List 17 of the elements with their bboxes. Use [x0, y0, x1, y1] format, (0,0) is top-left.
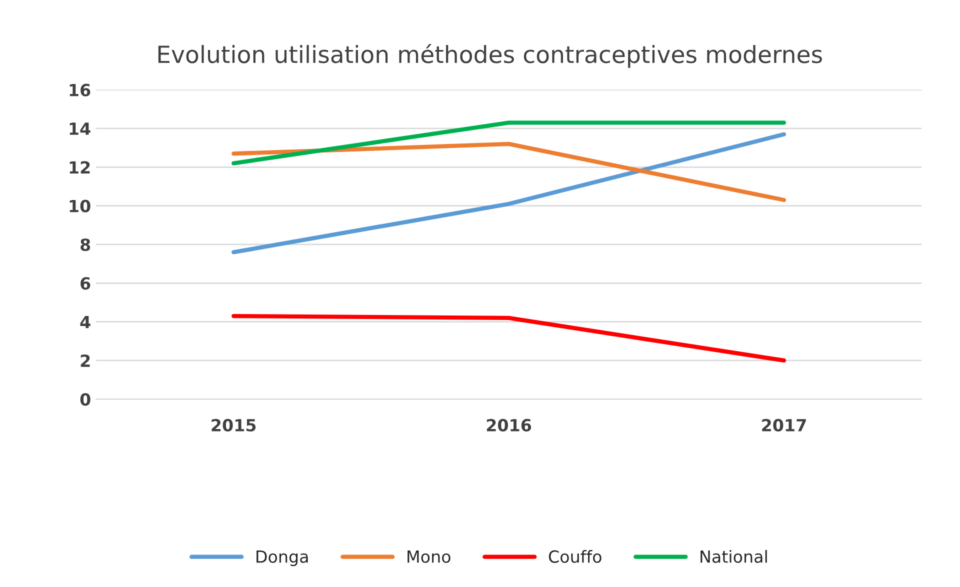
y-tick-label: 10	[70, 200, 90, 212]
legend-label: Couffo	[548, 550, 602, 563]
x-tick-label: 2015	[212, 418, 256, 432]
y-tick-label: 16	[70, 84, 90, 96]
legend-label: Donga	[256, 550, 308, 566]
y-tick-label: 14	[70, 122, 90, 135]
y-tick-label: 6	[80, 277, 90, 290]
legend-label: National	[700, 550, 767, 563]
y-tick-label: 12	[70, 161, 90, 174]
y-tick-label: 4	[80, 316, 90, 328]
y-tick-label: 2	[80, 354, 90, 367]
y-tick-label: 0	[80, 393, 90, 406]
legend-label: Mono	[408, 550, 450, 563]
x-tick-label: 2016	[486, 418, 532, 432]
chart-title: Evolution utilisation méthodes contraceptives modernes	[158, 44, 822, 68]
x-tick-label: 2017	[762, 418, 806, 432]
y-tick-label: 8	[80, 238, 90, 252]
